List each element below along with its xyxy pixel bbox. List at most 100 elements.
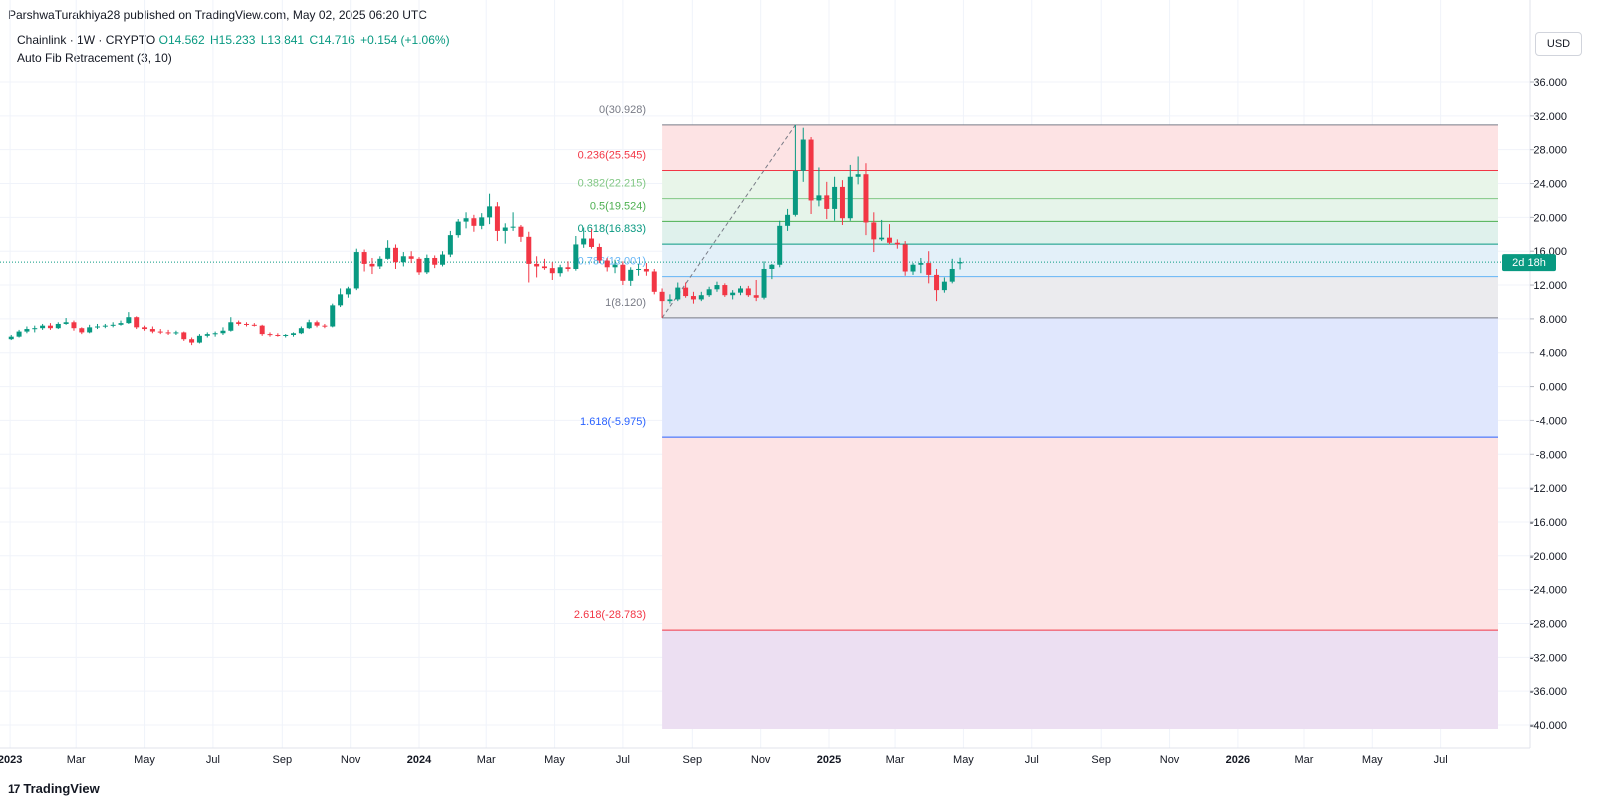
indicator-legend[interactable]: Auto Fib Retracement (3, 10) (17, 51, 172, 65)
candle-body (165, 332, 171, 334)
candle-body (910, 264, 916, 272)
y-tick-label: 32.000 (1533, 111, 1567, 123)
candle (353, 248, 359, 291)
candle-body (871, 222, 877, 240)
candle-body (745, 288, 751, 296)
candle-body (55, 323, 61, 329)
candle (800, 127, 806, 182)
candle-body (541, 266, 547, 269)
candle-body (463, 218, 469, 222)
candle-body (471, 218, 477, 226)
candle-body (722, 285, 728, 296)
candle (792, 124, 798, 217)
candle-body (196, 335, 202, 343)
candle-body (416, 258, 422, 273)
candle-body (8, 336, 14, 340)
candle-body (71, 322, 77, 329)
x-tick-label: Mar (477, 754, 496, 766)
candle (941, 277, 947, 293)
candle (322, 323, 328, 329)
candle (440, 251, 446, 267)
candle (816, 167, 822, 207)
candle-body (698, 295, 704, 300)
candle-body (338, 294, 344, 306)
currency-button[interactable]: USD (1535, 32, 1582, 56)
candle (581, 227, 587, 248)
candle-body (855, 174, 861, 177)
y-tick-label: -28.000 (1530, 618, 1567, 630)
candle (910, 263, 916, 275)
candle (471, 214, 477, 232)
candle (494, 202, 500, 242)
candle-body (949, 268, 955, 282)
symbol-legend[interactable]: Chainlink · 1W · CRYPTO O14.562 H15.233 … (17, 33, 452, 47)
candle-body (557, 267, 563, 274)
candle-body (581, 238, 587, 245)
candle (345, 286, 351, 298)
y-tick-label: 8.000 (1539, 314, 1567, 326)
candle (589, 229, 595, 249)
tradingview-brand: TradingView (23, 781, 100, 796)
candle (16, 329, 22, 338)
candle (392, 244, 398, 269)
candle (55, 322, 61, 330)
candle (894, 239, 900, 249)
candle-body (243, 323, 249, 325)
candle-body (926, 263, 932, 275)
candle (165, 329, 171, 335)
candle (306, 319, 312, 330)
candle-body (832, 186, 838, 209)
candle (879, 219, 885, 242)
candle-body (353, 252, 359, 289)
candle (134, 316, 140, 330)
candle (330, 303, 336, 328)
x-tick-label: Jul (206, 754, 220, 766)
candle-body (863, 174, 869, 223)
fib-label-0.786: 0.786(13.001) (578, 256, 647, 268)
candle (518, 224, 524, 242)
candle (283, 334, 289, 338)
fib-label-0.5: 0.5(19.524) (590, 200, 646, 212)
symbol-name[interactable]: Chainlink · 1W · CRYPTO (17, 33, 156, 47)
x-tick-label: Mar (67, 754, 86, 766)
x-tick-label: 2025 (817, 754, 841, 766)
candle-body (228, 322, 234, 331)
candle (181, 331, 187, 341)
candle-body (424, 257, 430, 273)
fib-level-labels: 0(30.928) 0.236(25.545) 0.382(22.215) 0.5(1… (574, 104, 646, 621)
close-value: C14.716 (309, 33, 355, 47)
candle-body (189, 339, 195, 343)
candle (408, 251, 414, 264)
y-tick-label: 12.000 (1533, 280, 1567, 292)
y-tick-label: -4.000 (1536, 415, 1567, 427)
candle-body (447, 235, 453, 255)
y-tick-label: 16.000 (1533, 246, 1567, 258)
candle (87, 324, 93, 334)
candle (79, 327, 85, 335)
candle (698, 291, 704, 302)
x-tick-label: Sep (683, 754, 703, 766)
candle-body (220, 330, 226, 334)
candle-body (275, 334, 281, 336)
candle-body (392, 247, 398, 263)
fib-zone-0.618 (662, 244, 1498, 277)
candle-body (690, 296, 696, 300)
candle-body (714, 285, 720, 290)
candle-body (408, 256, 414, 259)
candle-body (502, 227, 508, 231)
tradingview-logo[interactable]: 17 TradingView (8, 781, 100, 796)
fib-zone-0.5 (662, 221, 1498, 245)
candle-body (181, 332, 187, 340)
candle-body (267, 334, 273, 336)
candle (651, 268, 657, 295)
candle-body (330, 305, 336, 327)
y-tick-label: -40.000 (1530, 720, 1567, 732)
x-tick-label: May (544, 754, 565, 766)
candle (730, 290, 736, 300)
candle (855, 156, 861, 185)
candle-body (636, 268, 642, 270)
candle (785, 208, 791, 231)
candle (690, 291, 696, 304)
candle-body (667, 299, 673, 302)
